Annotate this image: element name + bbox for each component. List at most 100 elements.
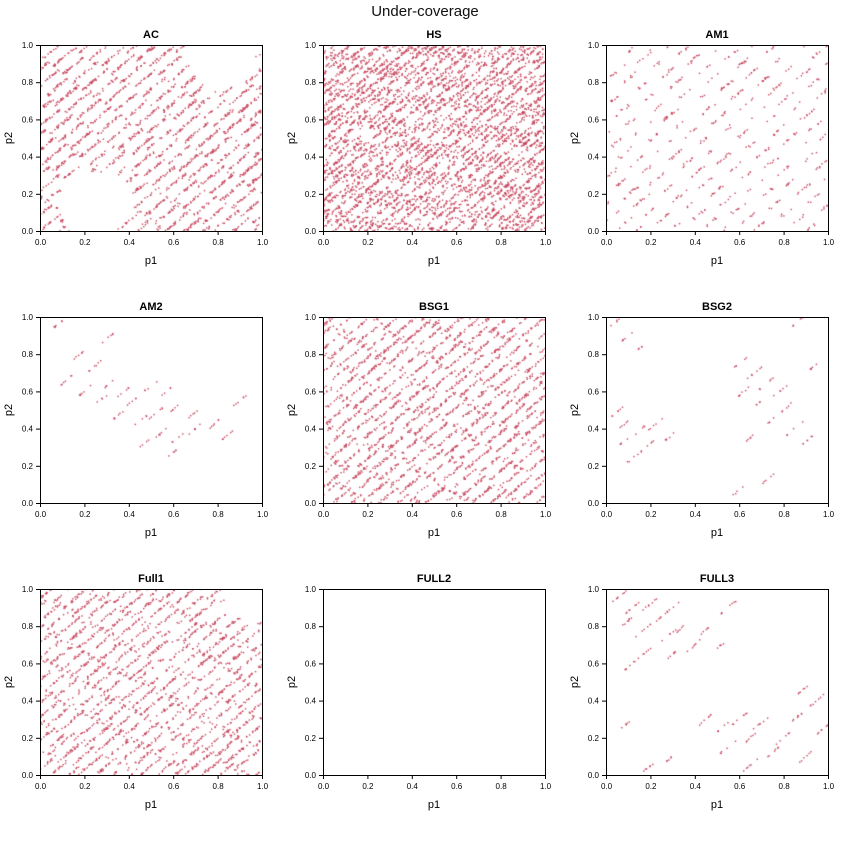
y-tick-label: 0.6 <box>588 387 600 396</box>
x-tick-label: 1.0 <box>540 782 552 791</box>
y-ticks <box>36 589 40 776</box>
x-tick-label: 1.0 <box>540 238 552 247</box>
y-tick-label: 0.0 <box>305 227 317 236</box>
panel-title: FULL3 <box>700 573 734 585</box>
y-tick-label: 0.2 <box>305 190 317 199</box>
plot-box <box>606 589 829 776</box>
y-tick-label: 0.0 <box>22 499 34 508</box>
y-tick-label: 0.6 <box>588 659 600 668</box>
y-ticks <box>319 589 323 776</box>
panel-axes: AC 0.00.0 0.2 0.2 0.4 0.4 0.6 0.6 0.8 0.8 1.0 1.0 p1… <box>3 29 269 267</box>
x-tick-label: 0.4 <box>407 238 419 247</box>
y-tick-label: 0.4 <box>22 153 34 162</box>
x-tick-label: 0.0 <box>601 782 613 791</box>
panel-title: AC <box>143 29 159 41</box>
y-tick-label: 0.0 <box>588 227 600 236</box>
x-tick-label: 0.4 <box>124 510 136 519</box>
y-tick-label: 0.8 <box>22 350 34 359</box>
y-tick-label: 0.6 <box>22 115 34 124</box>
y-tick-label: 1.0 <box>22 41 34 50</box>
x-tick-label: 0.2 <box>362 238 374 247</box>
y-tick-label: 0.4 <box>588 153 600 162</box>
y-axis-label: p2 <box>569 404 581 416</box>
y-tick-label: 0.2 <box>588 734 600 743</box>
y-tick-label: 0.8 <box>588 622 600 631</box>
x-tick-label: 0.6 <box>451 510 463 519</box>
y-tick-label: 0.0 <box>588 499 600 508</box>
y-tick-label: 0.8 <box>305 622 317 631</box>
panel-axes: BSG1 0.00.0 0.2 0.2 0.4 0.4 0.6 0.6 0.8 0.8 1.0 1.0… <box>286 301 552 539</box>
panel-axes: AM1 0.00.0 0.2 0.2 0.4 0.4 0.6 0.6 0.8 0.8 1.0 1.0 p… <box>569 29 835 267</box>
x-ticks <box>323 503 546 507</box>
x-tick-label: 0.6 <box>734 782 746 791</box>
x-tick-label: 0.8 <box>779 782 791 791</box>
x-ticks <box>606 503 829 507</box>
panel-axes: AM2 0.00.0 0.2 0.2 0.4 0.4 0.6 0.6 0.8 0.8 1.0 1.0 p… <box>3 301 269 539</box>
plot-box <box>323 317 546 504</box>
y-tick-label: 1.0 <box>305 585 317 594</box>
y-tick-label: 0.8 <box>305 350 317 359</box>
figure-title: Under-coverage <box>371 3 479 20</box>
panel-AM1: AM1 0.0 0.0 0.2 0.2 0.4 0.4 0.6 0.6 0.8 0.8 1.0 1.0 p… <box>566 25 849 297</box>
y-tick-label: 0.4 <box>588 425 600 434</box>
y-tick-label: 0.8 <box>22 78 34 87</box>
y-tick-label: 1.0 <box>588 41 600 50</box>
y-tick-label: 0.6 <box>305 659 317 668</box>
x-tick-label: 0.6 <box>451 238 463 247</box>
x-tick-label: 1.0 <box>823 782 835 791</box>
x-axis-label: p1 <box>145 799 157 811</box>
scatter-points <box>40 45 262 231</box>
x-tick-label: 0.4 <box>124 238 136 247</box>
y-tick-label: 1.0 <box>305 41 317 50</box>
x-tick-label: 0.4 <box>690 782 702 791</box>
x-tick-label: 0.6 <box>168 782 180 791</box>
panel-Full1: Full1 0.0 0.0 0.2 0.2 0.4 0.4 0.6 0.6 0.8 0.8 1.0 1.… <box>0 569 283 841</box>
y-tick-label: 0.2 <box>22 734 34 743</box>
y-tick-label: 0.0 <box>305 771 317 780</box>
x-axis-label: p1 <box>145 527 157 539</box>
x-ticks <box>40 231 263 235</box>
panel-axes: BSG2 0.00.0 0.2 0.2 0.4 0.4 0.6 0.6 0.8 0.8 1.0 1.0… <box>569 301 835 539</box>
x-tick-label: 0.2 <box>362 782 374 791</box>
x-tick-label: 0.6 <box>734 510 746 519</box>
y-tick-label: 1.0 <box>305 313 317 322</box>
panel-HS: HS 0.0 0.0 0.2 0.2 0.4 0.4 0.6 0.6 0.8 0.8 1.0 1.0 p1… <box>283 25 566 297</box>
panel-title: BSG2 <box>702 301 732 313</box>
x-axis-label: p1 <box>145 255 157 267</box>
y-axis-label: p2 <box>3 676 15 688</box>
y-tick-label: 0.8 <box>305 78 317 87</box>
x-tick-label: 0.0 <box>318 238 330 247</box>
plot-box <box>606 317 829 504</box>
x-tick-label: 0.4 <box>407 510 419 519</box>
panel-title: AM1 <box>705 29 728 41</box>
panel-axes: FULL2 0.00.0 0.2 0.2 0.4 0.4 0.6 0.6 0.8 0.8 1.0 1.… <box>286 573 552 811</box>
x-axis-label: p1 <box>711 527 723 539</box>
y-tick-label: 0.2 <box>22 190 34 199</box>
x-tick-label: 0.0 <box>601 238 613 247</box>
panel-title: HS <box>426 29 441 41</box>
x-axis-label: p1 <box>428 799 440 811</box>
y-tick-label: 0.2 <box>588 190 600 199</box>
y-axis-label: p2 <box>3 404 15 416</box>
x-ticks <box>40 775 263 779</box>
plot-box <box>40 45 263 232</box>
scatter-points <box>606 589 828 775</box>
plot-box <box>606 45 829 232</box>
x-tick-label: 1.0 <box>540 510 552 519</box>
x-ticks <box>606 231 829 235</box>
panel-axes: Full1 0.00.0 0.2 0.2 0.4 0.4 0.6 0.6 0.8 0.8 1.0 1.… <box>3 573 269 811</box>
plot-box <box>40 589 263 776</box>
x-tick-label: 0.2 <box>645 238 657 247</box>
y-tick-label: 0.4 <box>22 697 34 706</box>
scatter-points <box>323 45 545 231</box>
x-tick-label: 1.0 <box>257 510 269 519</box>
x-tick-label: 0.0 <box>318 782 330 791</box>
panel-grid: AC 0.0 0.0 0.2 0.2 0.4 0.4 0.6 0.6 0.8 0.8 1.0 1.0 p1… <box>0 25 850 841</box>
x-ticks <box>323 231 546 235</box>
x-axis-label: p1 <box>711 255 723 267</box>
y-tick-label: 0.4 <box>22 425 34 434</box>
y-ticks <box>602 589 606 776</box>
scatter-points <box>40 317 262 503</box>
y-tick-label: 0.4 <box>305 425 317 434</box>
